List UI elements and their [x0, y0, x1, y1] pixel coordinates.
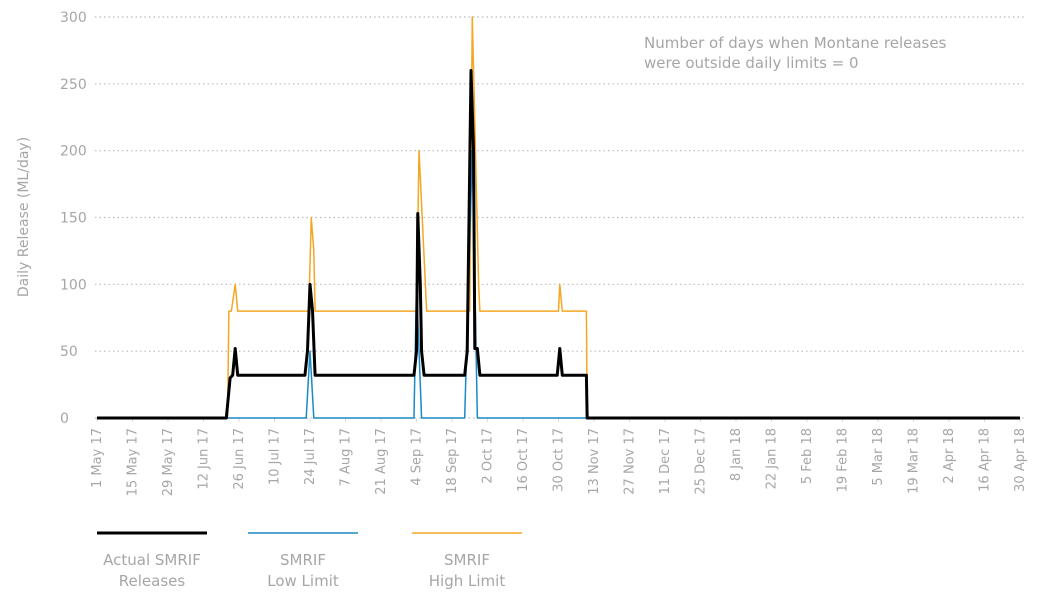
x-tick-label: 26 Jun 17 — [232, 428, 247, 490]
x-tick-label: 29 May 17 — [161, 428, 176, 496]
x-tick-label: 10 Jul 17 — [268, 428, 283, 485]
x-tick-label: 15 May 17 — [126, 428, 141, 496]
y-tick-label: 300 — [60, 10, 87, 26]
y-tick-label: 50 — [60, 344, 78, 360]
x-tick-label: 19 Mar 18 — [907, 428, 922, 494]
y-tick-label: 100 — [60, 277, 87, 293]
x-tick-label: 18 Sep 17 — [445, 428, 460, 494]
x-tick-label: 5 Feb 18 — [800, 428, 815, 484]
x-tick-label: 12 Jun 17 — [197, 428, 212, 490]
x-tick-label: 2 Oct 17 — [481, 428, 496, 484]
x-tick-label: 22 Jan 18 — [765, 428, 780, 489]
x-tick-label: 13 Nov 17 — [587, 428, 602, 495]
x-tick-label: 8 Jan 18 — [729, 428, 744, 481]
x-tick-label: 16 Apr 18 — [978, 428, 993, 492]
series-line — [97, 68, 1020, 420]
chart: Daily Release (ML/day) Number of days wh… — [16, 10, 1028, 496]
x-tick-label: 24 Jul 17 — [303, 428, 318, 485]
x-tick-label: 30 Oct 17 — [552, 428, 567, 492]
annotation: Number of days when Montane releases — [644, 34, 947, 52]
y-tick-label: 0 — [60, 411, 69, 427]
legend-label: SMRIF High Limit — [428, 551, 506, 590]
y-tick-label: 150 — [60, 211, 87, 227]
y-axis-label: Daily Release (ML/day) — [16, 137, 32, 297]
y-tick-label: 250 — [60, 77, 87, 93]
x-tick-label: 30 Apr 18 — [1013, 428, 1028, 492]
x-tick-label: 25 Dec 17 — [694, 428, 709, 495]
legend-label: SMRIF Low Limit — [267, 551, 339, 590]
x-tick-label: 19 Feb 18 — [836, 428, 851, 492]
x-tick-label: 11 Dec 17 — [658, 428, 673, 495]
x-tick-label: 21 Aug 17 — [374, 428, 389, 495]
x-tick-label: 27 Nov 17 — [623, 428, 638, 495]
legend-label: Actual SMRIF Releases — [103, 551, 201, 590]
x-tick-label: 1 May 17 — [90, 428, 105, 488]
annotation: were outside daily limits = 0 — [644, 54, 859, 72]
series-line — [97, 16, 1020, 419]
x-tick-label: 2 Apr 18 — [942, 428, 957, 484]
x-tick-label: 16 Oct 17 — [516, 428, 531, 492]
y-tick-label: 200 — [60, 144, 87, 160]
x-tick-label: 7 Aug 17 — [339, 428, 354, 486]
x-tick-label: 4 Sep 17 — [410, 428, 425, 486]
x-tick-label: 5 Mar 18 — [871, 428, 886, 486]
